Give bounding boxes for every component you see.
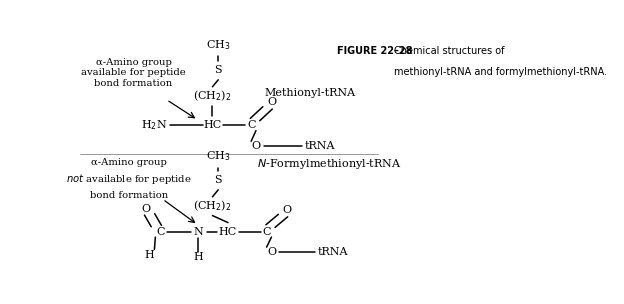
- Text: S: S: [215, 65, 222, 75]
- Text: C: C: [262, 227, 271, 237]
- Text: H: H: [145, 250, 155, 260]
- Text: α-Amino group: α-Amino group: [91, 158, 167, 168]
- Text: C: C: [247, 120, 255, 130]
- Text: O: O: [267, 247, 276, 257]
- Text: HC: HC: [203, 120, 222, 130]
- Text: α-Amino group
available for peptide
bond formation: α-Amino group available for peptide bond…: [81, 58, 186, 88]
- Text: $\it{N}$-Formylmethionyl-tRNA: $\it{N}$-Formylmethionyl-tRNA: [257, 157, 402, 171]
- Text: CH$_3$: CH$_3$: [206, 149, 230, 163]
- Text: O: O: [267, 97, 276, 107]
- Text: (CH$_2$)$_2$: (CH$_2$)$_2$: [193, 199, 232, 213]
- Text: (CH$_2$)$_2$: (CH$_2$)$_2$: [193, 89, 232, 103]
- Text: $\it{not}$ available for peptide: $\it{not}$ available for peptide: [66, 172, 192, 186]
- Text: H$_2$N: H$_2$N: [141, 119, 167, 132]
- Text: tRNA: tRNA: [305, 141, 335, 151]
- Text: HC: HC: [219, 227, 237, 237]
- Text: tRNA: tRNA: [318, 247, 348, 257]
- Text: O: O: [251, 141, 261, 151]
- Text: N: N: [193, 227, 203, 237]
- Text: S: S: [215, 175, 222, 185]
- Text: bond formation: bond formation: [90, 191, 168, 200]
- Text: CH$_3$: CH$_3$: [206, 38, 230, 52]
- Text: H: H: [193, 252, 203, 262]
- Text: FIGURE 22–28: FIGURE 22–28: [337, 46, 416, 56]
- Text: O: O: [282, 205, 291, 215]
- Text: O: O: [141, 204, 150, 213]
- Text: C: C: [156, 227, 165, 237]
- Text: methionyl-tRNA and formylmethionyl-tRNA.: methionyl-tRNA and formylmethionyl-tRNA.: [394, 67, 607, 77]
- Text: Chemical structures of: Chemical structures of: [394, 46, 504, 56]
- Text: Methionyl-tRNA: Methionyl-tRNA: [264, 88, 355, 98]
